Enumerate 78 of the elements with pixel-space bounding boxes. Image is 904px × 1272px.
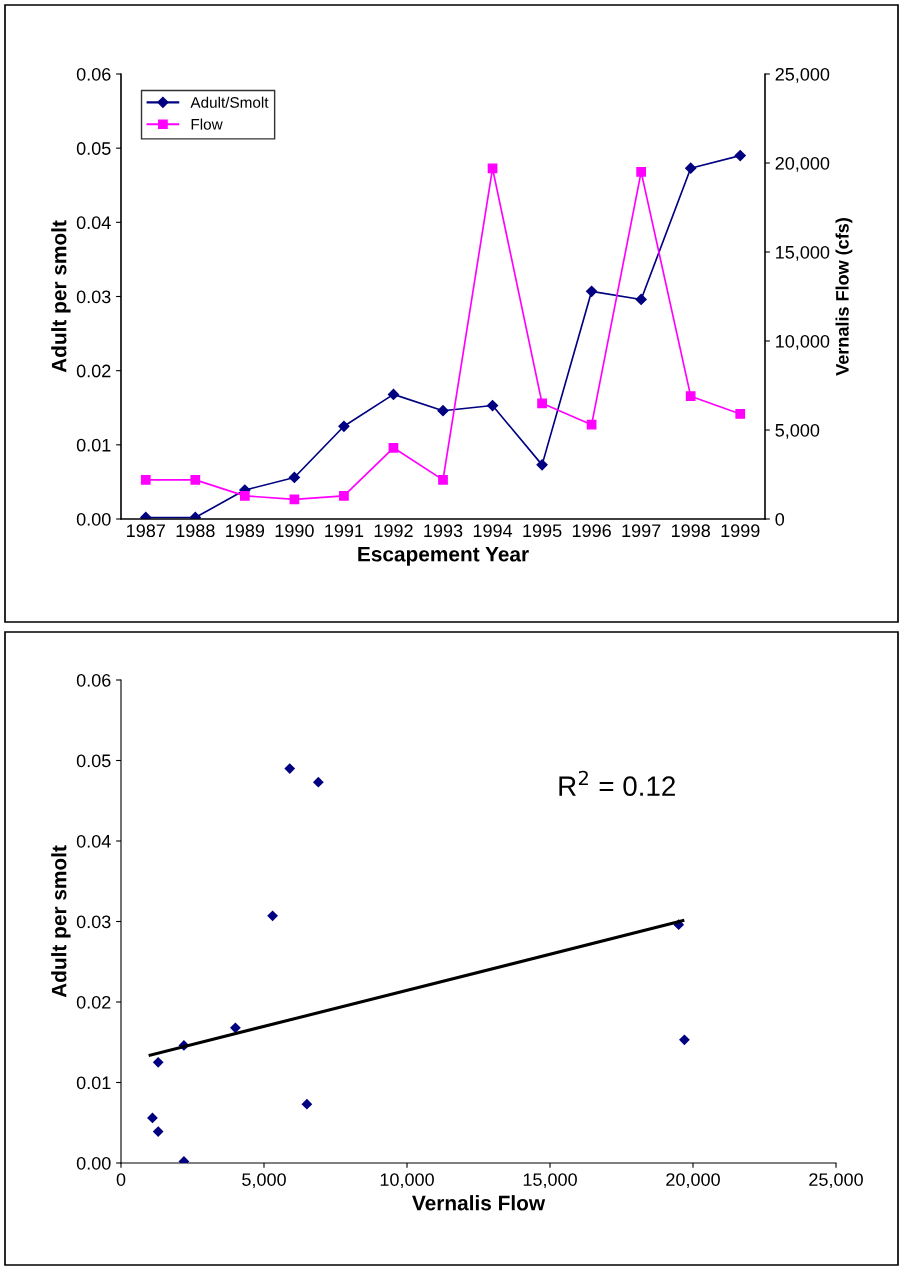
point: [140, 474, 151, 485]
y-tick-label: 0.00: [76, 512, 111, 526]
point: [636, 167, 647, 177]
x-tick-label: 25,000: [809, 1173, 863, 1189]
point: [486, 399, 499, 412]
point: [230, 1022, 241, 1034]
y-axis-title: Adult per smolt: [51, 845, 71, 998]
y-tick-label: 0.03: [76, 915, 111, 929]
point: [685, 391, 696, 402]
point: [339, 490, 349, 501]
point: [190, 474, 201, 485]
y-tick-label: 0.02: [76, 995, 111, 1009]
legend-label: Flow: [191, 118, 223, 130]
y-tick-label: 0.05: [76, 754, 111, 768]
point: [586, 419, 597, 430]
point: [734, 149, 746, 162]
x-tick-label: 1998: [671, 524, 710, 538]
y-tick-label: 0.02: [76, 364, 111, 378]
point: [635, 293, 647, 306]
point: [288, 471, 300, 484]
point: [284, 763, 296, 774]
point: [437, 405, 449, 417]
x-tick-label: 1999: [721, 524, 760, 538]
y2-tick-label: 25,000: [775, 67, 830, 83]
y2-tick-label: 15,000: [776, 245, 830, 261]
point: [312, 776, 324, 788]
x-tick-label: 1987: [127, 524, 165, 538]
point: [487, 163, 498, 174]
x-tick-label: 1988: [176, 524, 215, 538]
y2-tick-label: 0: [775, 512, 785, 526]
x-tick-label: 1991: [325, 524, 364, 538]
x-tick-label: 1995: [523, 524, 562, 538]
y2-tick-label: 5,000: [775, 423, 820, 439]
point: [388, 442, 399, 453]
x-tick-label: 1989: [226, 524, 265, 538]
point: [338, 420, 350, 432]
annotation: R$^{2}$ = 0.12: [559, 770, 675, 796]
y2-tick-label: 10,000: [776, 334, 830, 350]
point: [438, 474, 448, 485]
point: [387, 388, 400, 401]
point: [679, 1034, 690, 1046]
x-tick-label: 1994: [473, 524, 513, 538]
point: [152, 1126, 164, 1137]
x-axis-title: Vernalis Flow: [412, 1195, 546, 1211]
y-tick-label: 0.05: [76, 142, 111, 155]
point: [152, 1057, 164, 1068]
legend-label: Adult/Smolt: [190, 96, 269, 108]
x-tick-label: 20,000: [666, 1173, 720, 1189]
point: [735, 409, 746, 419]
x-tick-label: 1996: [572, 524, 611, 538]
y-tick-label: 0.06: [76, 673, 111, 687]
point: [301, 1098, 313, 1110]
y-tick-label: 0.01: [76, 1076, 111, 1090]
point: [239, 490, 250, 501]
y-tick-label: 0.01: [76, 438, 111, 452]
y-tick-label: 0.00: [76, 1156, 111, 1170]
y-tick-label: 0.03: [76, 290, 111, 304]
point: [147, 1112, 158, 1124]
x-tick-label: 1993: [424, 524, 463, 538]
y-axis-title: Adult per smolt: [51, 220, 71, 373]
x-tick-label: 15,000: [523, 1173, 577, 1189]
y-tick-label: 0.06: [76, 67, 111, 81]
x-tick-label: 0: [116, 1173, 126, 1186]
x-tick-label: 1990: [275, 524, 314, 538]
y-tick-label: 0.04: [76, 216, 111, 230]
x-tick-label: 1997: [622, 524, 661, 538]
point: [586, 285, 598, 297]
point: [685, 162, 697, 174]
y-tick-label: 0.04: [76, 834, 111, 848]
x-tick-label: 5,000: [242, 1173, 286, 1189]
x-axis-title: Escapement Year: [358, 547, 529, 566]
point: [537, 398, 547, 409]
point: [536, 459, 548, 471]
y2-axis-title: Vernalis Flow (cfs): [835, 218, 853, 376]
y2-tick-label: 20,000: [775, 156, 830, 172]
point: [267, 910, 278, 922]
x-tick-label: 10,000: [380, 1173, 434, 1189]
x-tick-label: 1992: [374, 524, 413, 538]
